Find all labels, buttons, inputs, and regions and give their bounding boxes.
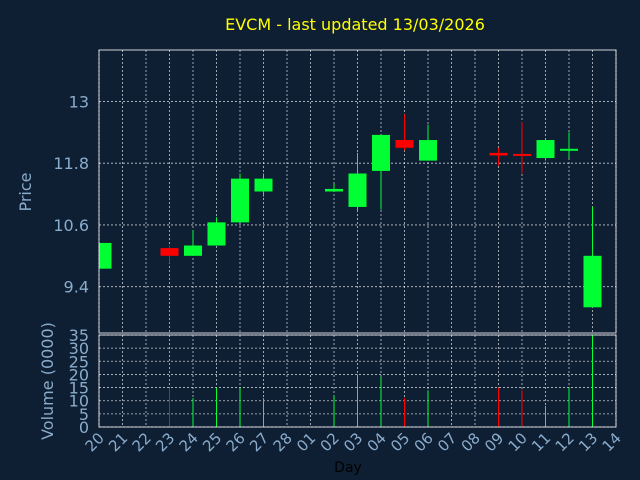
candle-body xyxy=(489,152,508,156)
price-tick-label: 10.6 xyxy=(53,216,89,235)
volume-tick-label: 35 xyxy=(69,326,89,345)
volume-bars xyxy=(169,335,593,427)
price-axis-ticks: 9.4 10.6 11.8 13 xyxy=(53,92,89,296)
candle-body xyxy=(419,140,437,161)
x-axis-ticks: 2021222324252627280102030405060708091011… xyxy=(82,429,625,455)
candle-body xyxy=(395,140,414,148)
candle-body xyxy=(99,242,112,269)
candle-body xyxy=(513,153,531,156)
candle-body xyxy=(348,173,367,207)
candle-body xyxy=(372,134,390,171)
volume-panel-frame xyxy=(98,334,617,428)
x-axis-label: Day xyxy=(334,460,362,476)
volume-tick-label: 0 xyxy=(79,418,89,437)
candle-body xyxy=(560,148,578,151)
price-tick-label: 11.8 xyxy=(53,154,89,173)
candle-body xyxy=(231,178,249,223)
price-axis-label: Price xyxy=(16,172,35,211)
candle-body xyxy=(207,222,226,246)
volume-tick-label: 15 xyxy=(69,379,89,398)
volume-tick-label: 10 xyxy=(69,392,89,411)
volume-axis-label: Volume (0000) xyxy=(38,322,57,440)
candle-body xyxy=(325,188,343,192)
volume-tick-label: 20 xyxy=(69,365,89,384)
candle-body xyxy=(536,140,555,159)
candle-body xyxy=(160,248,179,256)
volume-tick-label: 25 xyxy=(69,352,89,371)
candle-body xyxy=(583,255,602,308)
price-tick-label: 9.4 xyxy=(64,278,89,297)
price-panel-frame xyxy=(98,49,617,334)
candles xyxy=(99,114,602,308)
volume-tick-label: 5 xyxy=(79,405,89,424)
candle-body xyxy=(254,178,273,192)
plot-frames xyxy=(98,49,617,428)
price-tick-label: 13 xyxy=(69,92,89,111)
volume-tick-label: 30 xyxy=(69,339,89,358)
candle-body xyxy=(184,245,202,256)
chart-title: EVCM - last updated 13/03/2026 xyxy=(225,15,485,34)
